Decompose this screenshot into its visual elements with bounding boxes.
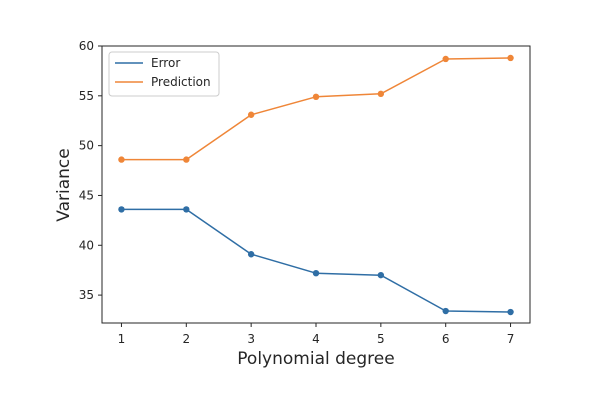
x-tick-label: 7 [507, 332, 515, 346]
y-tick-label: 35 [79, 288, 94, 302]
x-tick-label: 6 [442, 332, 450, 346]
y-tick-label: 55 [79, 89, 94, 103]
data-point-prediction [183, 156, 190, 163]
legend-label-prediction: Prediction [151, 75, 211, 89]
legend: Error Prediction [108, 51, 220, 97]
y-tick-label: 50 [79, 139, 94, 153]
x-axis-label: Polynomial degree [237, 349, 394, 369]
data-point-error [183, 206, 190, 213]
data-point-error [507, 308, 514, 316]
data-point-error [312, 269, 320, 277]
data-point-prediction [377, 90, 385, 98]
y-axis-label: Variance [54, 148, 74, 221]
x-tick-label: 2 [182, 332, 190, 346]
x-tick-label: 5 [377, 332, 385, 346]
data-point-error [377, 271, 385, 279]
data-point-prediction [247, 111, 255, 118]
data-point-prediction [312, 93, 320, 101]
x-tick-label: 4 [312, 332, 320, 346]
x-tick-label: 1 [118, 332, 126, 346]
data-point-error [247, 251, 255, 258]
legend-label-error: Error [151, 56, 180, 70]
data-point-error [442, 307, 449, 315]
series-error [118, 206, 514, 316]
x-tick-label: 3 [247, 332, 255, 346]
data-point-prediction [507, 54, 514, 62]
data-point-prediction [118, 156, 125, 163]
data-point-error [118, 206, 125, 213]
series-line-error [121, 208, 511, 313]
series-layer [118, 54, 514, 316]
y-tick-label: 60 [79, 39, 94, 53]
y-tick-label: 45 [79, 188, 94, 202]
series-prediction [118, 54, 514, 163]
data-point-prediction [442, 55, 449, 63]
y-tick-label: 40 [79, 238, 94, 252]
